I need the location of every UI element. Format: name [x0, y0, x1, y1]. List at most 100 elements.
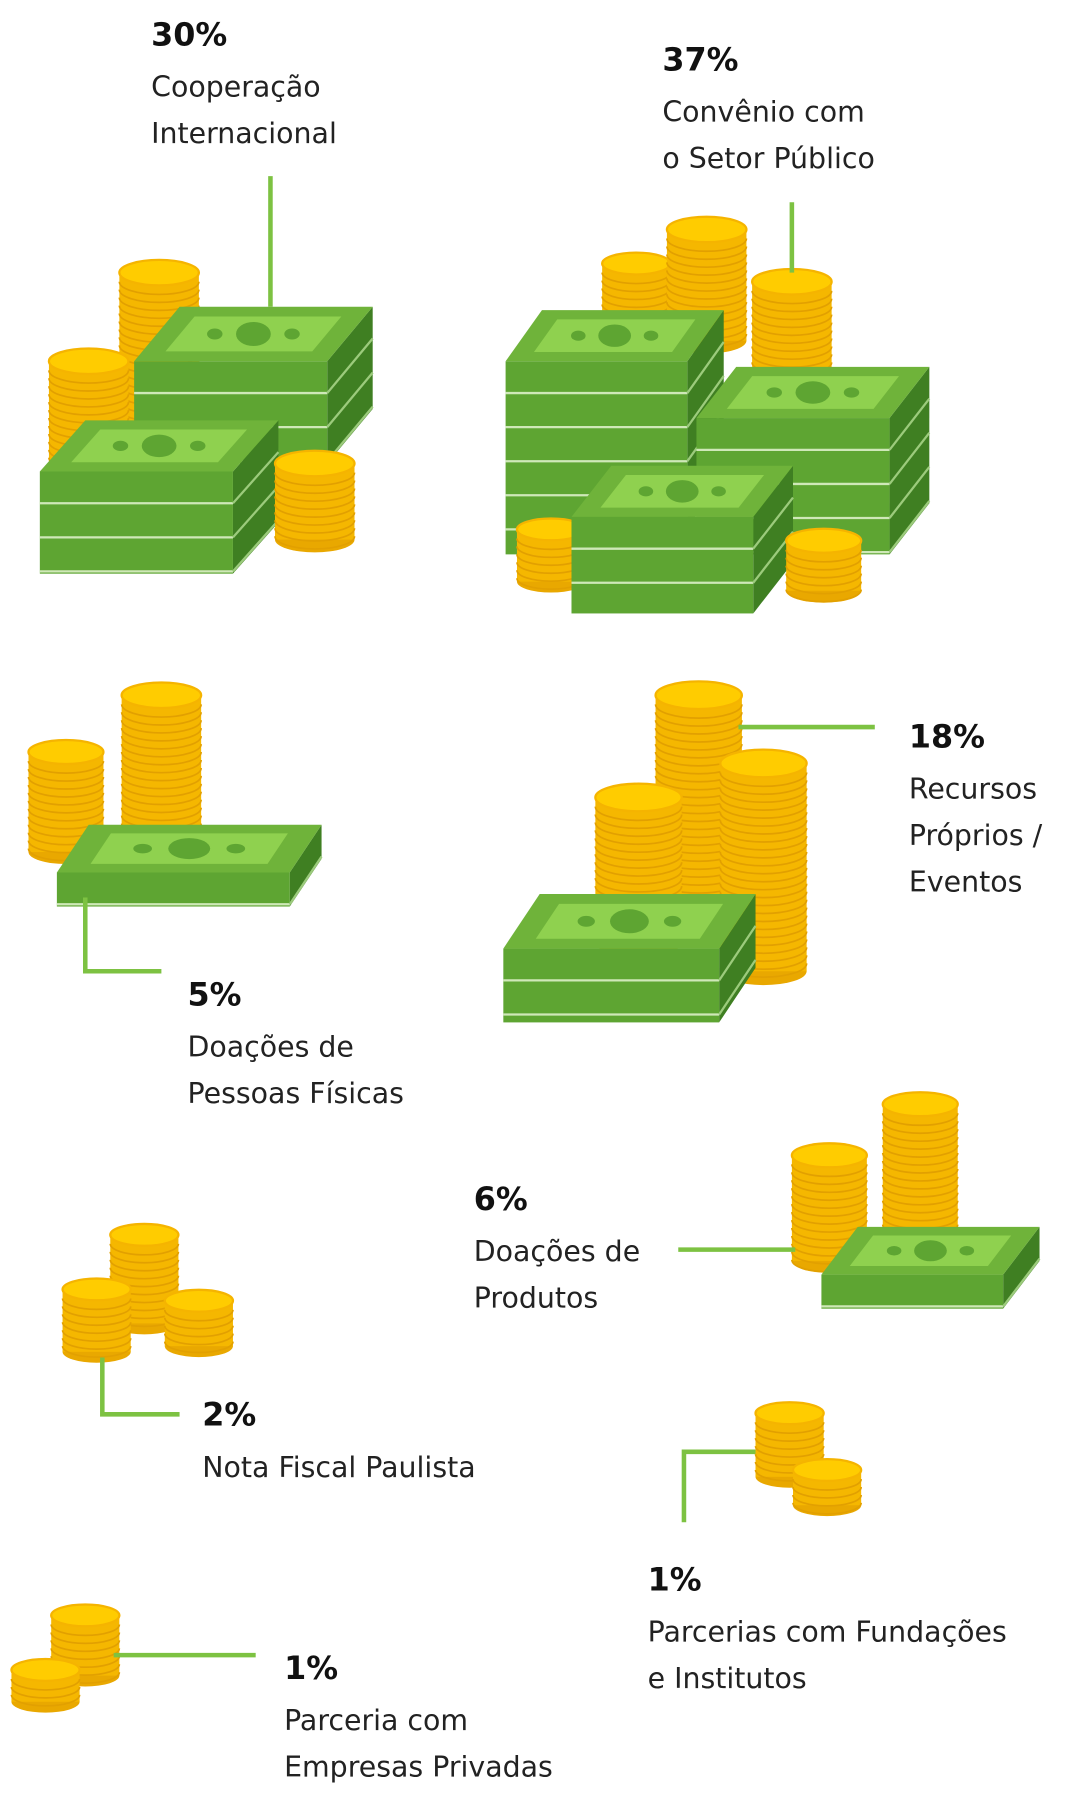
coin-rib — [666, 238, 748, 253]
coin-stack — [120, 681, 203, 843]
coin-rib — [10, 1678, 81, 1691]
coin-rib — [10, 1694, 81, 1707]
coin-rib — [163, 1309, 234, 1322]
coin-rib — [881, 1160, 959, 1174]
coin-rib — [594, 838, 683, 854]
coin-top — [594, 782, 683, 813]
bill-dot — [886, 1245, 902, 1256]
coin-rib — [751, 346, 833, 361]
percent: 6% — [474, 1181, 528, 1218]
coin-rib — [50, 1632, 121, 1645]
coin-rib — [791, 1164, 868, 1178]
coin-rib — [120, 728, 203, 742]
label-line: Empresas Privadas — [284, 1751, 553, 1784]
coin-rib — [120, 712, 203, 726]
coin-rib — [594, 846, 683, 861]
bill-dot — [766, 387, 782, 398]
money-bundle — [696, 366, 931, 555]
bundle-front — [56, 872, 290, 907]
coin-rib — [666, 286, 748, 300]
bill-seal — [914, 1240, 947, 1262]
bundle-layer — [232, 519, 280, 573]
coin-rib — [27, 776, 105, 790]
coin-rib — [27, 784, 105, 798]
coin-rib — [61, 1330, 132, 1342]
coin-rib — [719, 851, 808, 867]
bill-dot — [959, 1245, 975, 1256]
coin-top — [791, 1457, 863, 1483]
coin-rib — [274, 504, 356, 518]
bill-seal — [665, 480, 699, 503]
label-line: Doações de — [188, 1030, 354, 1063]
coin-rib — [109, 1251, 180, 1264]
bill-seal — [236, 321, 271, 346]
coin-rib — [751, 330, 833, 345]
bundle-layer — [326, 337, 374, 394]
bundle-side — [289, 824, 322, 907]
coin-rib — [120, 807, 203, 822]
percent: 30% — [151, 16, 227, 53]
coin-rib — [120, 720, 203, 734]
coin-rib — [791, 1219, 868, 1233]
bill-seal — [168, 838, 211, 860]
coin-rib — [792, 1494, 863, 1507]
bill-dot — [638, 486, 654, 497]
label-line: Doações de — [474, 1235, 640, 1268]
coin-rib — [719, 859, 808, 875]
bundle-layer — [888, 500, 931, 553]
bill-dot — [577, 915, 595, 927]
coin-rib — [120, 775, 203, 790]
label-line: Cooperação — [151, 71, 321, 104]
bill-seal — [598, 324, 632, 347]
bundle-side — [327, 306, 373, 464]
coin-top — [109, 1222, 180, 1247]
bill-dot — [711, 486, 726, 497]
coin-stack — [791, 1457, 863, 1517]
bill-dot — [112, 440, 129, 451]
coin-rib — [61, 1314, 132, 1327]
coin-rib — [120, 767, 203, 782]
coin-stack — [785, 527, 863, 603]
coin-rib — [274, 496, 356, 511]
coin-rib — [594, 814, 683, 830]
bundle-layer — [718, 959, 757, 1016]
coin-rib — [666, 270, 748, 284]
bill-dot — [843, 387, 860, 398]
coin-rib — [719, 780, 808, 796]
percent: 2% — [202, 1397, 256, 1434]
coin-rib — [881, 1208, 959, 1222]
label-line: Próprios / — [909, 819, 1043, 852]
coin-rib — [881, 1129, 959, 1143]
coin-rib — [785, 557, 863, 571]
coin-rib — [274, 488, 356, 503]
coin-top — [50, 1603, 121, 1628]
coin-rib — [719, 812, 808, 827]
coin-rib — [751, 306, 833, 321]
bundle-layer — [752, 496, 794, 550]
coin-rib — [27, 800, 105, 814]
percent: 37% — [662, 41, 738, 78]
coin-rib — [48, 378, 130, 392]
bill-dot — [643, 330, 659, 341]
label-line: Recursos — [909, 773, 1037, 806]
coin-stack — [10, 1657, 81, 1713]
coin-rib — [751, 338, 833, 353]
bundle-layer — [888, 398, 931, 451]
coin-rib — [785, 573, 863, 587]
coin-stack — [273, 449, 356, 553]
coin-rib — [61, 1306, 132, 1319]
coin-rib — [274, 528, 356, 542]
coin-rib — [751, 322, 833, 337]
coin-top — [754, 1401, 825, 1426]
coin-rib — [719, 875, 808, 891]
label-line: Parceria com — [284, 1704, 468, 1737]
coin-top — [61, 1277, 132, 1302]
coin-rib — [719, 788, 808, 804]
coin-top — [665, 215, 748, 244]
coin-rib — [881, 1113, 959, 1127]
coin-rib — [594, 870, 683, 885]
bundle-side — [753, 465, 794, 614]
coin-rib — [792, 1502, 863, 1515]
